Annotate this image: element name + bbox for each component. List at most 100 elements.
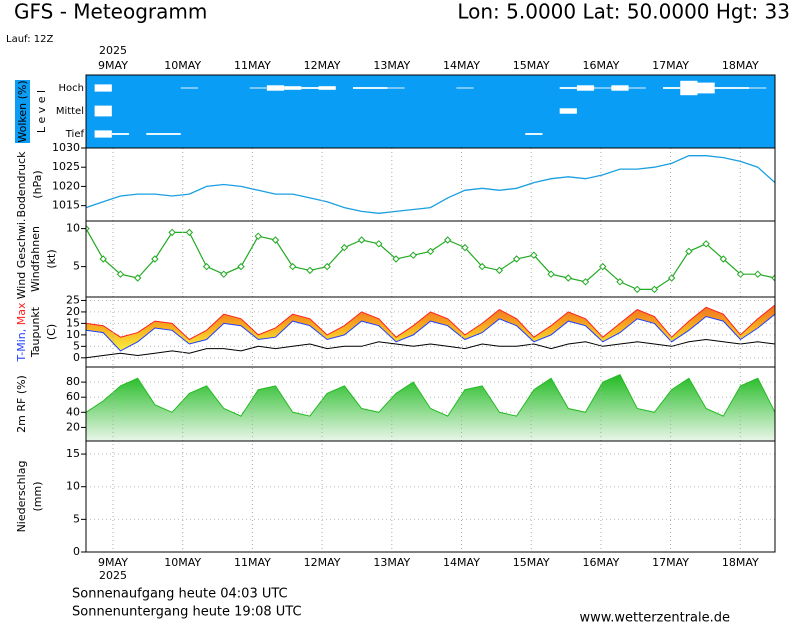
y-tick-label: 1015 xyxy=(52,199,80,212)
date-label-top: 16MAY xyxy=(582,59,619,72)
wind-marker xyxy=(478,262,486,271)
y-label: Taupunkt xyxy=(29,306,42,358)
wind-marker xyxy=(392,255,400,263)
date-label-bottom: 16MAY xyxy=(582,556,619,569)
cloud-cover xyxy=(146,133,164,135)
wind-marker xyxy=(271,236,280,244)
cloud-cover xyxy=(387,87,405,89)
cloud-cover xyxy=(559,87,577,89)
wind-marker xyxy=(116,270,125,278)
cloud-cover xyxy=(266,85,285,91)
cloud-cover xyxy=(249,87,267,89)
date-label-top: 14MAY xyxy=(443,59,480,72)
date-label-top: 11MAY xyxy=(234,59,271,72)
y-tick-label: 60 xyxy=(66,390,80,403)
date-label-top: 15MAY xyxy=(513,59,550,72)
cloud-cover xyxy=(94,130,112,138)
cloud-cover xyxy=(180,87,198,89)
wind-marker xyxy=(340,243,349,252)
wind-marker xyxy=(375,240,383,248)
wind-marker xyxy=(220,270,228,278)
cloud-cover xyxy=(680,80,698,96)
run: Lauf: 12Z xyxy=(6,34,53,45)
temp-line xyxy=(86,313,775,352)
cloud-cover xyxy=(749,87,767,89)
date-label-bottom: 17MAY xyxy=(652,556,689,569)
series-label: Max xyxy=(15,302,28,325)
wind-marker xyxy=(409,251,417,259)
cloud-cover xyxy=(697,82,715,94)
level-name: Hoch xyxy=(59,83,84,94)
date-label-bottom: 9MAY xyxy=(98,556,128,569)
pressure-line xyxy=(86,155,775,214)
wind-marker xyxy=(426,247,435,256)
wind-marker xyxy=(754,270,762,278)
wind-marker xyxy=(306,266,314,275)
cloud-cover xyxy=(111,133,130,135)
wind-marker xyxy=(86,224,90,233)
y-tick-label: 5 xyxy=(73,260,80,273)
cloud-cover xyxy=(525,133,543,135)
date-label-top: 18MAY xyxy=(722,59,759,72)
y-tick-label: 5 xyxy=(73,512,80,525)
wind-marker xyxy=(202,262,211,271)
temp-line xyxy=(86,304,775,341)
wind-marker xyxy=(581,278,590,286)
cloud-cover xyxy=(714,87,732,89)
cloud-label-box xyxy=(15,80,30,143)
location: Lon: 5.0000 Lat: 50.0000 Hgt: 33 xyxy=(457,0,790,24)
wind-marker xyxy=(461,243,469,252)
y-tick-label: 0 xyxy=(73,545,80,558)
wind-marker xyxy=(771,274,775,282)
cloud-cover xyxy=(611,85,629,91)
y-tick-label: 10 xyxy=(66,480,80,493)
wind-marker xyxy=(650,285,659,294)
wind-marker xyxy=(736,270,745,278)
level-name: Mittel xyxy=(56,106,84,117)
date-label-bottom: 13MAY xyxy=(373,556,410,569)
date-label-top: 13MAY xyxy=(373,59,410,72)
y-tick-label: 20 xyxy=(66,305,80,318)
cloud-label: Wolken (%) xyxy=(16,80,29,142)
wind-marker xyxy=(616,278,624,286)
cloud-cover xyxy=(352,87,371,89)
y-tick-label: 20 xyxy=(66,420,80,433)
y-tick-label: 15 xyxy=(66,316,80,329)
y-label: Bodendruck xyxy=(15,151,28,218)
level-name: Tief xyxy=(65,129,85,140)
source: www.wetterzentrale.de xyxy=(580,611,730,625)
wind-marker xyxy=(444,236,452,244)
date-label-bottom: 10MAY xyxy=(164,556,201,569)
date-label-bottom: 14MAY xyxy=(443,556,480,569)
y-tick-label: 15 xyxy=(66,447,80,460)
wind-marker xyxy=(254,232,262,240)
date-label-top: 10MAY xyxy=(164,59,201,72)
date-label-bottom: 18MAY xyxy=(722,556,759,569)
date-label-top: 17MAY xyxy=(652,59,689,72)
wind-marker xyxy=(512,255,521,263)
cloud-cover xyxy=(163,133,181,135)
y-tick-label: 1025 xyxy=(52,160,80,173)
humidity-area xyxy=(86,373,775,442)
y-label: Niederschlag xyxy=(15,461,28,533)
wind-marker xyxy=(99,255,107,263)
y-label: (kt) xyxy=(45,249,58,268)
cloud-cover xyxy=(456,87,474,89)
y-label: Windfahnen xyxy=(29,226,42,292)
year-bottom: 2025 xyxy=(99,569,127,582)
cloud-cover xyxy=(301,87,319,89)
wind-marker xyxy=(702,240,710,248)
wind-marker xyxy=(168,228,176,237)
wind-marker xyxy=(495,266,504,275)
wind-marker xyxy=(185,228,194,237)
panel-frame xyxy=(85,147,776,222)
cloud-cover xyxy=(318,86,336,90)
wind-marker xyxy=(357,236,366,244)
cloud-cover xyxy=(731,87,750,89)
y-tick-label: 10 xyxy=(66,222,80,235)
cloud-background xyxy=(86,75,775,148)
title: GFS - Meteogramm xyxy=(14,0,207,24)
cloud-cover xyxy=(594,87,612,89)
